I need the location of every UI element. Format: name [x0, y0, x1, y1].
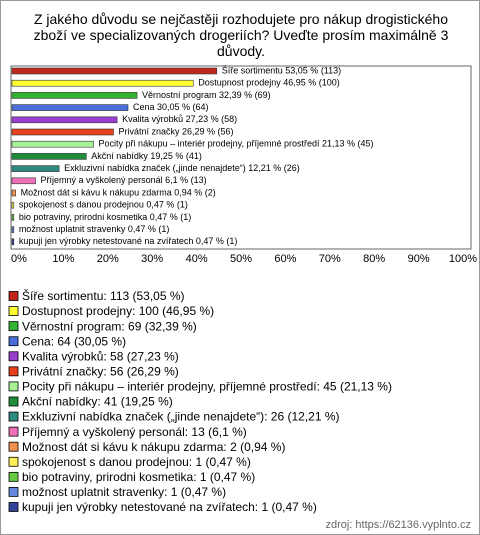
x-tick-label: 40%	[186, 253, 208, 265]
bar	[11, 165, 60, 172]
legend-label: Privátní značky: 56 (26,29 %)	[22, 365, 179, 379]
legend-swatch	[8, 291, 19, 301]
bar-label: Cena 30,05 % (64)	[133, 102, 209, 112]
legend-swatch	[8, 321, 19, 332]
x-tick-label: 80%	[363, 253, 385, 265]
legend-label: Kvalita výrobků: 58 (27,23 %)	[22, 349, 179, 363]
x-tick-label: 70%	[319, 253, 341, 265]
legend-swatch	[8, 396, 19, 407]
bar-label: možnost uplatnit stravenky 0,47 % (1)	[19, 224, 170, 234]
bar	[11, 189, 16, 197]
x-tick-label: 60%	[274, 253, 296, 265]
bar	[11, 116, 118, 124]
legend-label: Exkluzivní nabídka značek („jinde nenajd…	[22, 410, 340, 424]
bar-label: Pocity při nákupu – interiér prodejny, p…	[99, 139, 374, 149]
legend-label: Dostupnost prodejny: 100 (46,95 %)	[22, 304, 214, 318]
x-tick-label: 10%	[52, 253, 74, 265]
legend-swatch	[8, 411, 19, 422]
legend-label: Možnost dát si kávu k nákupu zdarma: 2 (…	[22, 440, 285, 454]
bar-label: Příjemný a vyškolený personál 6,1 % (13)	[41, 175, 207, 185]
bar-label: Dostupnost prodejny 46,95 % (100)	[198, 78, 340, 88]
bar	[11, 79, 194, 87]
bar	[11, 177, 36, 185]
legend-swatch	[8, 487, 19, 497]
legend-swatch	[8, 306, 19, 316]
bar	[11, 201, 15, 209]
legend-swatch	[8, 456, 19, 467]
bar	[11, 238, 15, 246]
source: zdroj: https://62136.vyplnto.cz	[325, 519, 471, 531]
legend-label: Věrnostní program: 69 (32,39 %)	[22, 319, 197, 333]
x-tick-label: 100%	[449, 253, 477, 265]
x-tick-label: 20%	[97, 253, 119, 265]
bar	[11, 140, 94, 148]
bar-label: spokojenost s danou prodejnou 0,47 % (1)	[19, 200, 188, 210]
legend-label: Cena: 64 (30,05 %)	[22, 334, 126, 348]
bar	[11, 104, 129, 111]
bar-label: kupuji jen výrobky netestované na zvířat…	[19, 236, 238, 246]
legend-label: Příjemný a vyškolený personál: 13 (6,1 %…	[22, 425, 247, 439]
bar	[11, 128, 114, 136]
legend-swatch	[8, 441, 19, 452]
bar-label: Privátní značky 26,29 % (56)	[118, 126, 233, 136]
legend-swatch	[8, 502, 19, 512]
legend-label: Šíře sortimentu: 113 (53,05 %)	[22, 288, 185, 303]
bar-label: Šíře sortimentu 53,05 % (113)	[222, 65, 341, 75]
legend-swatch	[8, 426, 19, 437]
legend-swatch	[8, 471, 19, 482]
legend-swatch	[8, 336, 19, 347]
bar	[11, 67, 218, 75]
legend-label: spokojenost s danou prodejnou: 1 (0,47 %…	[22, 455, 251, 469]
legend-swatch	[8, 351, 19, 362]
x-tick-label: 50%	[230, 253, 252, 265]
bar-label: Možnost dát si kávu k nákupu zdarma 0,94…	[21, 187, 216, 197]
bar	[11, 153, 87, 160]
legend-label: kupuji jen výrobky netestované na zvířat…	[22, 500, 317, 514]
chart-title: Z jakého důvodu se nejčastěji rozhodujet…	[33, 11, 449, 59]
bar	[11, 214, 15, 221]
legend-label: Pocity při nákupu – interiér prodejny, p…	[22, 380, 392, 394]
x-tick-label: 0%	[11, 253, 27, 265]
bar	[11, 226, 15, 233]
bar-label: bio potraviny, prirodni kosmetika 0,47 %…	[19, 212, 191, 222]
legend-swatch	[8, 366, 19, 377]
bar-label: Exkluzivní nabídka značek („jinde nenajd…	[64, 163, 300, 173]
legend-swatch	[8, 381, 19, 392]
legend-label: bio potraviny, prirodni kosmetika: 1 (0,…	[22, 470, 255, 484]
legend-label: možnost uplatnit stravenky: 1 (0,47 %)	[22, 485, 226, 499]
bar-label: Věrnostní program 32,39 % (69)	[142, 90, 271, 100]
bar-label: Akční nabídky 19,25 % (41)	[91, 151, 202, 161]
legend-label: Akční nabídky: 41 (19,25 %)	[22, 395, 173, 409]
bar-label: Kvalita výrobků 27,23 % (58)	[122, 114, 237, 124]
bar	[11, 92, 138, 99]
x-tick-label: 30%	[141, 253, 163, 265]
x-tick-label: 90%	[408, 253, 430, 265]
